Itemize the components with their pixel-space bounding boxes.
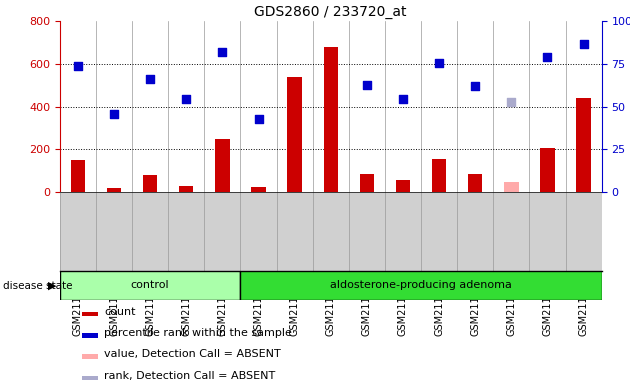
FancyBboxPatch shape [60,271,241,300]
Bar [251,187,266,192]
Bar [71,160,85,192]
Point [109,111,119,117]
Bar [215,139,229,192]
Point [181,96,192,102]
Text: percentile rank within the sample: percentile rank within the sample [104,328,292,338]
Bar [504,182,518,192]
Point [542,55,553,61]
Bar [82,312,98,316]
Point [434,60,444,66]
Text: ▶: ▶ [48,281,56,291]
Text: control: control [131,280,169,290]
Point [507,99,517,105]
Bar [541,148,554,192]
FancyBboxPatch shape [241,271,602,300]
Bar [432,159,446,192]
Point [73,63,83,69]
Title: GDS2860 / 233720_at: GDS2860 / 233720_at [255,5,407,19]
Bar [82,354,98,359]
Bar [396,180,410,192]
Point [398,96,408,102]
Bar [360,174,374,192]
Point [145,76,155,82]
Bar [468,174,483,192]
Text: rank, Detection Call = ABSENT: rank, Detection Call = ABSENT [104,371,275,381]
Bar [179,185,193,192]
Bar [107,188,121,192]
Point [217,49,227,55]
Bar [287,77,302,192]
Point [470,83,480,89]
Point [362,82,372,88]
Point [253,116,263,122]
Bar [576,98,591,192]
Text: value, Detection Call = ABSENT: value, Detection Call = ABSENT [104,349,281,359]
Text: count: count [104,307,135,317]
Bar [143,175,158,192]
Text: disease state: disease state [3,281,72,291]
Bar [82,333,98,338]
Point [578,40,588,46]
Bar [324,47,338,192]
Bar [82,376,98,380]
Text: aldosterone-producing adenoma: aldosterone-producing adenoma [330,280,512,290]
